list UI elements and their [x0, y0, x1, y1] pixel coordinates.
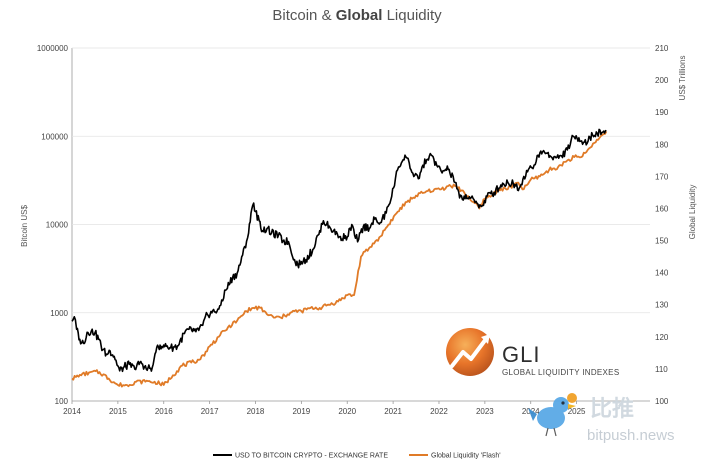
right-tick-label: 200: [655, 76, 669, 85]
left-tick-label: 100: [55, 397, 69, 406]
left-tick-label: 10000: [46, 221, 69, 230]
bitcoin-price-line: [71, 128, 607, 373]
legend-label-liquidity: Global Liquidity 'Flash': [431, 453, 501, 460]
gli-logo-circle: [446, 328, 494, 376]
gli-logo-subtext: GLOBAL LIQUIDITY INDEXES: [502, 368, 619, 377]
x-tick-label: 2014: [63, 407, 81, 416]
right-axis-ticks: 100 110 120 130 140 150 160 170 180 190 200 210: [655, 44, 669, 406]
x-tick-label: 2021: [384, 407, 402, 416]
right-axis-label-units: US$ Trillions: [678, 56, 687, 101]
x-tick-label: 2015: [109, 407, 127, 416]
x-tick-label: 2025: [568, 407, 586, 416]
gridlines: [72, 47, 650, 314]
right-axis-label-title: Global Liquidity: [688, 185, 697, 240]
x-tick-label: 2022: [430, 407, 448, 416]
gli-logo-arrow-icon: [450, 337, 488, 368]
watermark-en: bitpush.news: [587, 427, 675, 444]
x-tick-label: 2023: [476, 407, 494, 416]
legend-label-bitcoin: USD TO BITCOIN CRYPTO - EXCHANGE RATE: [235, 453, 388, 460]
right-tick-label: 210: [655, 44, 669, 53]
right-tick-label: 150: [655, 237, 669, 246]
gli-logo-arrowhead-icon: [481, 334, 490, 344]
chart-title: Bitcoin & Global Liquidity: [272, 7, 442, 24]
bird-icon: [528, 393, 577, 437]
x-tick-label: 2018: [247, 407, 265, 416]
x-tick-label: 2016: [155, 407, 173, 416]
right-tick-label: 180: [655, 140, 669, 149]
x-axis-ticks: 2014 2015 2016 2017 2018 2019 2020 2021 2022 2023…: [63, 401, 586, 416]
bitpush-watermark: 比推 bitpush.news: [528, 393, 675, 444]
left-tick-label: 1000000: [37, 44, 69, 53]
x-tick-label: 2017: [201, 407, 219, 416]
right-tick-label: 170: [655, 172, 669, 181]
gli-logo: GLI GLOBAL LIQUIDITY INDEXES: [446, 328, 619, 377]
right-tick-label: 190: [655, 108, 669, 117]
left-tick-label: 1000: [50, 309, 68, 318]
legend: USD TO BITCOIN CRYPTO - EXCHANGE RATE Gl…: [213, 453, 501, 460]
gli-logo-text: GLI: [502, 342, 540, 367]
x-tick-label: 2020: [338, 407, 356, 416]
right-tick-label: 140: [655, 269, 669, 278]
right-tick-label: 120: [655, 333, 669, 342]
global-liquidity-line: [71, 130, 608, 388]
left-axis-label: Bitcoin US$: [20, 205, 29, 247]
right-tick-label: 110: [655, 365, 668, 374]
right-tick-label: 130: [655, 301, 669, 310]
watermark-cn: 比推: [590, 397, 634, 422]
left-axis-ticks: 100 1000 10000 100000 1000000: [37, 44, 69, 406]
right-tick-label: 100: [655, 397, 669, 406]
x-tick-label: 2019: [292, 407, 310, 416]
right-tick-label: 160: [655, 204, 669, 213]
left-tick-label: 100000: [41, 132, 68, 141]
series-layer: [71, 128, 608, 388]
